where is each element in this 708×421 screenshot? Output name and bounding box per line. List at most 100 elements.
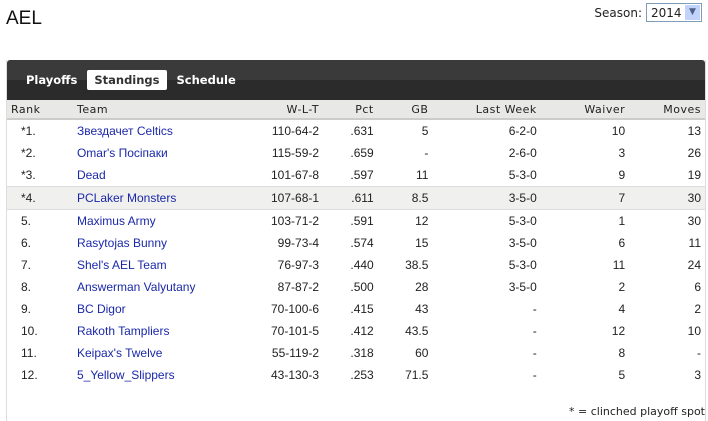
cell-team: Maximus Army	[73, 210, 225, 233]
cell-moves: -	[697, 346, 701, 360]
chevron-down-icon[interactable]: ▼	[685, 5, 700, 20]
team-link[interactable]: Maximus Army	[76, 214, 156, 228]
standings-table: Rank Team W-L-T Pct GB Last Week Waiver Moves *…	[7, 100, 705, 386]
cell-team: Rakoth Tampliers	[73, 320, 225, 342]
cell-pct: .500	[350, 280, 374, 294]
cell-waiver: 6	[618, 236, 626, 250]
cell-gb: 43.5	[405, 324, 429, 338]
cell-last-week: 5-3-0	[508, 214, 537, 228]
table-row: *1. Звездачет Celtics 110-64-2 .631 5 6-2-0 10…	[7, 119, 705, 142]
cell-waiver: 5	[618, 368, 626, 382]
cell-pct: .415	[350, 302, 374, 316]
cell-pct: .574	[350, 236, 374, 250]
cell-waiver: 9	[618, 168, 626, 182]
column-header-rank: Rank	[7, 100, 73, 120]
cell-pct: .412	[350, 324, 374, 338]
cell-rank: *4.	[7, 186, 73, 210]
cell-moves: 2	[694, 302, 701, 316]
cell-pct: .631	[350, 124, 374, 138]
cell-pct: .318	[350, 346, 374, 360]
cell-rank: 8.	[21, 280, 32, 294]
table-row: 12. 5_Yellow_Slippers 43-130-3 .253 71.5 - 5 3	[7, 364, 705, 386]
tab-playoffs[interactable]: Playoffs	[26, 73, 78, 87]
cell-wlt: 115-59-2	[271, 146, 320, 160]
tab-standings[interactable]: Standings	[87, 70, 167, 90]
team-link[interactable]: Keipax's Twelve	[76, 346, 163, 360]
table-row: 7. Shel's AEL Team 76-97-3 .440 38.5 5-3-0 11 2…	[7, 254, 705, 276]
cell-gb: 43	[415, 302, 429, 316]
cell-rank: 5.	[21, 214, 32, 228]
table-row: *3. Dead 101-67-8 .597 11 5-3-0 9 19	[7, 164, 705, 187]
column-header-wlt: W-L-T	[224, 100, 324, 120]
table-row: 5. Maximus Army 103-71-2 .591 12 5-3-0 1 30	[7, 210, 705, 233]
column-header-pct: Pct	[323, 100, 378, 120]
cell-gb: 12	[415, 214, 429, 228]
cell-pct: .611	[323, 186, 378, 210]
cell-last-week: 3-5-0	[508, 236, 537, 250]
team-link[interactable]: 5_Yellow_Slippers	[76, 368, 175, 382]
team-link[interactable]: Rasytojas Bunny	[76, 236, 168, 250]
season-selector: Season: 2014 ▼	[594, 3, 702, 22]
cell-last-week: 6-2-0	[508, 124, 537, 138]
cell-rank: 9.	[21, 302, 32, 316]
team-link[interactable]: Звездачет Celtics	[76, 124, 173, 138]
cell-gb: 71.5	[405, 368, 429, 382]
cell-moves: 30	[687, 214, 701, 228]
column-header-last-week: Last Week	[432, 100, 541, 120]
cell-team: Dead	[73, 164, 225, 187]
tab-schedule[interactable]: Schedule	[176, 73, 236, 87]
cell-gb: 60	[415, 346, 429, 360]
cell-pct: .659	[350, 146, 374, 160]
column-header-team: Team	[72, 100, 225, 120]
cell-waiver: 7	[540, 186, 630, 210]
cell-waiver: 11	[612, 258, 626, 272]
cell-rank: 6.	[21, 236, 32, 250]
cell-wlt: 107-68-1	[224, 186, 324, 210]
column-header-waiver: Waiver	[540, 100, 630, 120]
cell-last-week: -	[532, 324, 537, 338]
cell-pct: .591	[350, 214, 374, 228]
team-link[interactable]: Answerman Valyutany	[76, 280, 196, 294]
table-row: 8. Answerman Valyutany 87-87-2 .500 28 3-5-0 2…	[7, 276, 705, 298]
cell-moves: 24	[687, 258, 701, 272]
cell-team: BC Digor	[73, 298, 225, 320]
team-link[interactable]: BC Digor	[76, 302, 126, 316]
cell-last-week: 3-5-0	[432, 186, 541, 210]
footnote: * = clinched playoff spot	[569, 405, 705, 418]
team-link[interactable]: Rakoth Tampliers	[76, 324, 170, 338]
cell-wlt: 101-67-8	[271, 168, 320, 182]
cell-wlt: 110-64-2	[271, 124, 320, 138]
table-row: 6. Rasytojas Bunny 99-73-4 .574 15 3-5-0 6 11	[7, 232, 705, 254]
table-row: *4. PCLaker Monsters 107-68-1.611 8.5 3-5-0 7…	[7, 186, 705, 210]
table-row: 9. BC Digor 70-100-6 .415 43 - 4 2	[7, 298, 705, 320]
team-link[interactable]: PCLaker Monsters	[76, 191, 177, 205]
cell-rank: *3.	[21, 168, 36, 182]
cell-moves: 6	[694, 280, 701, 294]
cell-gb: 8.5	[377, 186, 433, 210]
cell-gb: 38.5	[405, 258, 429, 272]
cell-team: Omar's Посіпаки	[73, 142, 225, 164]
cell-pct: .597	[350, 168, 374, 182]
table-row: 10. Rakoth Tampliers 70-101-5 .412 43.5 - 12 10	[7, 320, 705, 342]
cell-waiver: 4	[618, 302, 626, 316]
cell-team: Звездачет Celtics	[73, 119, 225, 142]
cell-waiver: 3	[618, 146, 626, 160]
cell-gb: 28	[415, 280, 429, 294]
cell-waiver: 10	[611, 124, 626, 138]
team-link[interactable]: Dead	[76, 168, 106, 182]
cell-waiver: 2	[618, 280, 626, 294]
team-link[interactable]: Omar's Посіпаки	[76, 146, 168, 160]
team-link[interactable]: Shel's AEL Team	[76, 258, 167, 272]
cell-wlt: 99-73-4	[277, 236, 320, 250]
cell-last-week: -	[532, 368, 537, 382]
cell-wlt: 87-87-2	[277, 280, 320, 294]
cell-gb: 15	[415, 236, 429, 250]
cell-pct: .440	[350, 258, 374, 272]
cell-wlt: 43-130-3	[271, 368, 320, 382]
table-row: *2. Omar's Посіпаки 115-59-2 .659 - 2-6-0 3 26	[7, 142, 705, 164]
cell-last-week: 2-6-0	[508, 146, 537, 160]
season-select[interactable]: 2014 ▼	[646, 3, 702, 22]
cell-rank: *2.	[21, 146, 36, 160]
cell-rank: 12.	[21, 368, 38, 382]
cell-moves: 19	[687, 168, 701, 182]
